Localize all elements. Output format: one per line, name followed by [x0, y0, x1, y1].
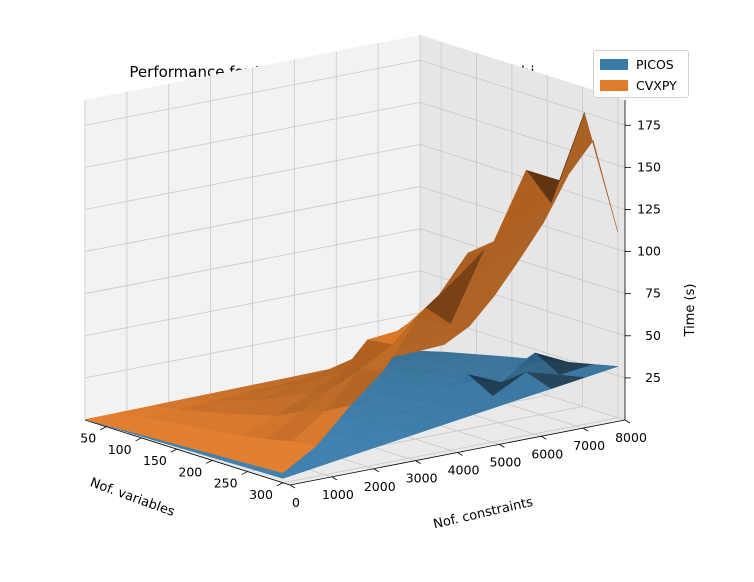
z-tick-label: 50 — [645, 328, 661, 343]
wall-gridline-z — [84, 228, 421, 295]
y-tick-label: 8000 — [615, 430, 647, 445]
y-tick-label: 2000 — [364, 479, 396, 494]
y-tick-label: 0 — [292, 495, 300, 510]
x-axis-label: Nof. variables — [88, 475, 177, 520]
tick-labels: 5010015020025030001000200030004000500060… — [80, 117, 661, 510]
tick-mark — [457, 452, 463, 456]
z-tick-label: 100 — [637, 244, 661, 259]
x-tick-label: 50 — [80, 431, 96, 446]
tick-mark — [206, 459, 213, 464]
wall-gridline-z — [419, 59, 626, 126]
z-tick-label: 150 — [637, 159, 661, 174]
x-axis-line — [84, 419, 291, 486]
z-axis-label: Time (s) — [683, 284, 698, 338]
tick-mark — [624, 419, 631, 424]
wall-gridline-z — [84, 101, 421, 168]
legend-item-cvxpy: CVXPY — [600, 77, 677, 93]
z-tick-label: 75 — [645, 286, 661, 301]
legend-label-picos: PICOS — [636, 56, 674, 72]
y-tick-label: 6000 — [531, 446, 563, 461]
z-tick-label: 175 — [637, 117, 661, 132]
tick-mark — [241, 471, 248, 475]
tick-mark — [276, 482, 284, 487]
tick-mark — [541, 435, 547, 440]
y-tick-label: 3000 — [406, 471, 438, 486]
x-tick-label: 150 — [143, 453, 167, 468]
y-axis-label: Nof. constraints — [432, 495, 535, 533]
wall-gridline-z — [419, 144, 626, 210]
wall-gridline-z — [419, 101, 626, 168]
tick-mark — [100, 426, 107, 431]
tick-mark — [331, 476, 338, 481]
x-tick-label: 200 — [178, 464, 202, 479]
legend-swatch-cvxpy — [600, 79, 628, 91]
wall-gridline-z — [84, 144, 421, 210]
tick-mark — [499, 444, 505, 448]
legend: PICOS CVXPY — [593, 50, 689, 98]
x-tick-label: 300 — [249, 487, 273, 502]
y-tick-label: 7000 — [573, 438, 605, 453]
tick-mark — [373, 468, 379, 473]
tick-mark — [170, 448, 178, 453]
wall-gridline-z — [84, 312, 421, 379]
tick-mark — [582, 427, 589, 432]
x-tick-label: 250 — [214, 476, 238, 491]
z-tick-label: 25 — [645, 370, 661, 385]
legend-item-picos: PICOS — [600, 56, 674, 72]
wall-gridline-z — [84, 59, 421, 126]
cvxpy-surface-patch — [257, 441, 317, 473]
x-tick-label: 100 — [108, 442, 132, 457]
surfaces — [84, 111, 619, 479]
wall-gridline-z — [419, 228, 626, 295]
wall-gridline-z — [84, 270, 421, 337]
legend-swatch-picos — [600, 58, 628, 70]
y-tick-label: 1000 — [322, 487, 354, 502]
tick-mark — [415, 460, 421, 464]
y-tick-label: 5000 — [489, 454, 521, 469]
wall-gridline-z — [84, 186, 421, 252]
z-tick-label: 125 — [637, 201, 661, 216]
tick-mark — [289, 484, 296, 489]
y-tick-label: 4000 — [448, 463, 480, 478]
legend-label-cvxpy: CVXPY — [636, 77, 677, 93]
tick-mark — [135, 437, 142, 442]
